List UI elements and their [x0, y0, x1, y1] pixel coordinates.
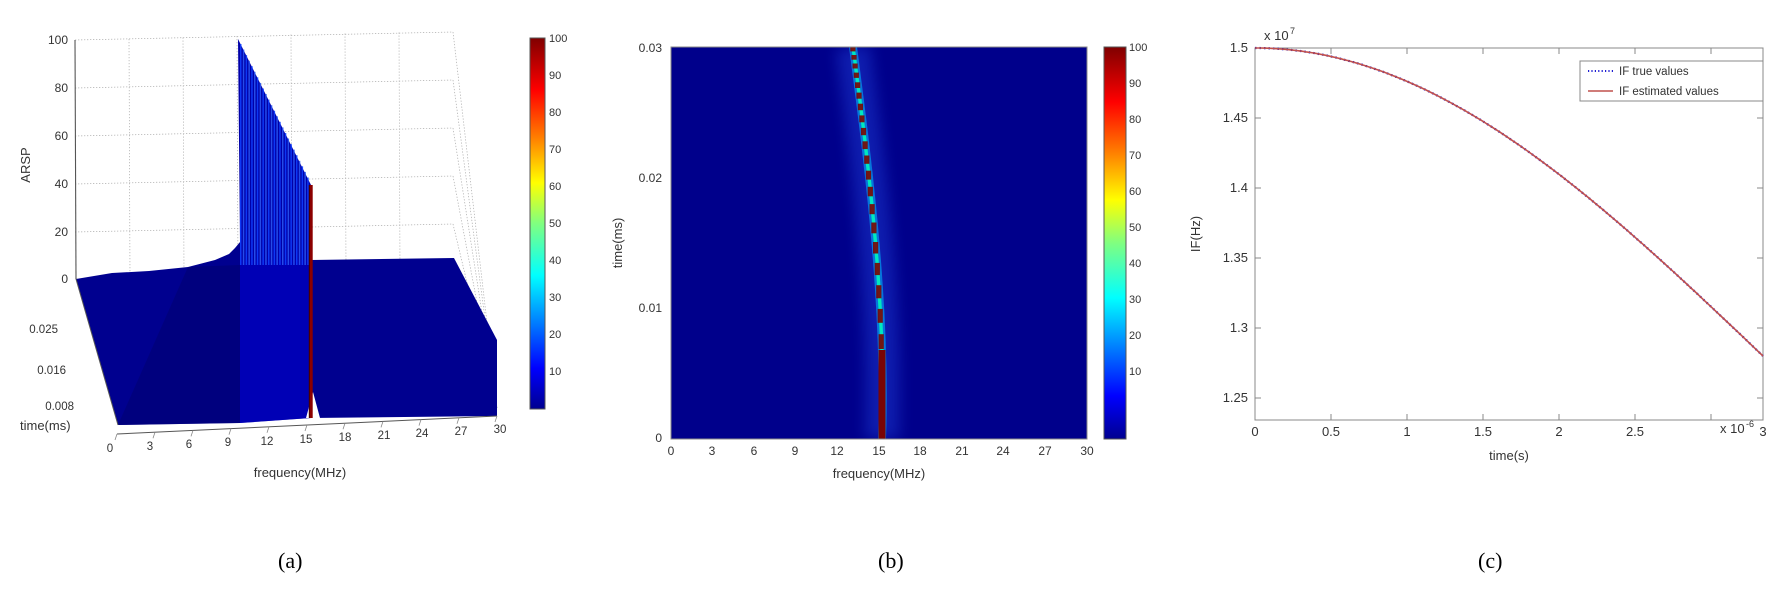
- svg-text:10: 10: [549, 366, 561, 378]
- svg-text:18: 18: [913, 444, 927, 458]
- svg-text:time(s): time(s): [1489, 448, 1529, 463]
- svg-text:IF estimated values: IF estimated values: [1619, 86, 1719, 98]
- svg-text:21: 21: [955, 444, 969, 458]
- svg-text:9: 9: [225, 437, 231, 449]
- svg-text:18: 18: [339, 432, 352, 444]
- svg-text:30: 30: [1129, 294, 1141, 306]
- svg-text:1.5: 1.5: [1474, 424, 1492, 439]
- svg-text:IF(Hz): IF(Hz): [1188, 216, 1203, 252]
- svg-text:90: 90: [549, 70, 561, 82]
- svg-text:ARSP: ARSP: [18, 147, 33, 182]
- svg-text:0.025: 0.025: [29, 324, 58, 336]
- svg-text:0.01: 0.01: [639, 301, 663, 315]
- svg-text:20: 20: [549, 329, 561, 341]
- svg-text:80: 80: [549, 107, 561, 119]
- svg-text:2.5: 2.5: [1626, 424, 1644, 439]
- svg-text:40: 40: [55, 177, 69, 191]
- svg-text:0: 0: [668, 444, 675, 458]
- svg-text:24: 24: [416, 428, 429, 440]
- svg-text:15: 15: [872, 444, 886, 458]
- svg-text:21: 21: [378, 430, 391, 442]
- svg-text:12: 12: [830, 444, 844, 458]
- svg-text:40: 40: [549, 255, 561, 267]
- svg-text:6: 6: [751, 444, 758, 458]
- svg-text:time(ms): time(ms): [20, 418, 71, 433]
- svg-text:3: 3: [1759, 424, 1766, 439]
- svg-text:1.35: 1.35: [1223, 250, 1248, 265]
- svg-text:70: 70: [1129, 150, 1141, 162]
- svg-text:10: 10: [1129, 366, 1141, 378]
- svg-text:0.03: 0.03: [639, 41, 663, 55]
- svg-text:0.008: 0.008: [45, 401, 74, 413]
- svg-text:0.02: 0.02: [639, 171, 663, 185]
- svg-text:1.45: 1.45: [1223, 110, 1248, 125]
- svg-text:80: 80: [55, 81, 69, 95]
- svg-text:0: 0: [1251, 424, 1258, 439]
- svg-text:40: 40: [1129, 258, 1141, 270]
- svg-text:20: 20: [55, 225, 69, 239]
- svg-text:100: 100: [1129, 42, 1147, 54]
- svg-text:27: 27: [1038, 444, 1052, 458]
- svg-text:0.016: 0.016: [37, 365, 66, 377]
- svg-text:90: 90: [1129, 78, 1141, 90]
- svg-text:12: 12: [261, 436, 274, 448]
- svg-text:60: 60: [1129, 186, 1141, 198]
- svg-text:30: 30: [1080, 444, 1094, 458]
- svg-text:IF true values: IF true values: [1619, 66, 1689, 78]
- svg-text:3: 3: [147, 441, 153, 453]
- svg-text:0: 0: [107, 443, 113, 455]
- svg-text:1: 1: [1403, 424, 1410, 439]
- svg-text:30: 30: [549, 292, 561, 304]
- svg-text:30: 30: [494, 424, 507, 436]
- svg-text:9: 9: [792, 444, 799, 458]
- svg-text:1.5: 1.5: [1230, 40, 1248, 55]
- svg-text:frequency(MHz): frequency(MHz): [833, 466, 925, 481]
- svg-text:0: 0: [655, 431, 662, 445]
- svg-text:100: 100: [48, 33, 68, 47]
- svg-text:100: 100: [549, 33, 567, 45]
- svg-text:24: 24: [996, 444, 1010, 458]
- svg-text:x 10: x 10: [1264, 28, 1289, 43]
- svg-text:0.5: 0.5: [1322, 424, 1340, 439]
- svg-text:6: 6: [186, 439, 192, 451]
- svg-text:80: 80: [1129, 114, 1141, 126]
- svg-text:60: 60: [55, 129, 69, 143]
- svg-text:time(ms): time(ms): [610, 218, 625, 269]
- svg-text:70: 70: [549, 144, 561, 156]
- svg-text:0: 0: [61, 272, 68, 286]
- svg-text:1.4: 1.4: [1230, 180, 1248, 195]
- svg-text:60: 60: [549, 181, 561, 193]
- svg-text:x 10: x 10: [1720, 421, 1745, 436]
- svg-text:15: 15: [300, 434, 313, 446]
- svg-text:1.25: 1.25: [1223, 390, 1248, 405]
- svg-text:50: 50: [549, 218, 561, 230]
- svg-text:50: 50: [1129, 222, 1141, 234]
- svg-text:27: 27: [455, 426, 468, 438]
- svg-text:-6: -6: [1746, 419, 1754, 429]
- svg-text:1.3: 1.3: [1230, 320, 1248, 335]
- svg-text:frequency(MHz): frequency(MHz): [254, 465, 346, 480]
- svg-text:7: 7: [1290, 26, 1295, 36]
- svg-text:3: 3: [709, 444, 716, 458]
- svg-text:20: 20: [1129, 330, 1141, 342]
- svg-text:2: 2: [1555, 424, 1562, 439]
